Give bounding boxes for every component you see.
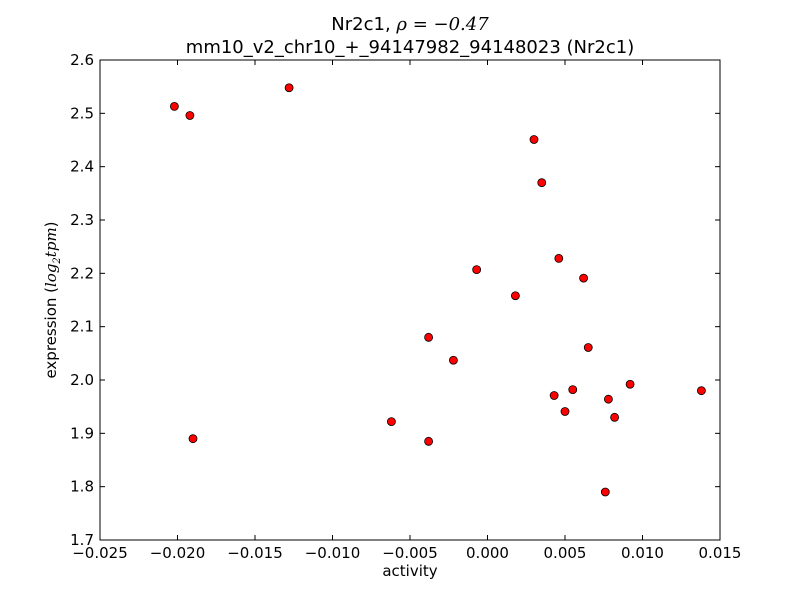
data-point (554, 253, 564, 263)
data-point (448, 355, 458, 365)
data-point (697, 386, 706, 396)
x-axis-ticks: −0.025 −0.020 −0.015 −0.010 −0.005 0.000 0.005… (72, 60, 741, 562)
data-point (625, 379, 635, 389)
x-tick-label: 0.005 (544, 544, 587, 562)
data-point (600, 487, 610, 497)
data-point (386, 417, 396, 427)
y-axis-label: expression (log2tpm) (42, 221, 63, 378)
data-point (610, 412, 619, 422)
data-point (424, 436, 434, 446)
data-point (185, 111, 195, 120)
data-point (529, 135, 539, 144)
y-tick-label: 2.6 (70, 51, 94, 69)
x-tick-label: −0.015 (227, 544, 283, 562)
data-points (169, 83, 706, 497)
y-tick-label: 1.9 (70, 424, 94, 442)
data-point (284, 83, 294, 93)
data-point (188, 434, 198, 444)
y-tick-label: 2.3 (70, 211, 94, 229)
x-tick-label: −0.005 (382, 544, 438, 562)
data-point (568, 385, 578, 395)
y-tick-label: 1.8 (70, 478, 94, 496)
y-tick-label: 2.2 (70, 264, 94, 282)
x-tick-label: 0.000 (466, 544, 509, 562)
y-tick-label: 1.7 (70, 531, 94, 549)
y-tick-label: 2.4 (70, 158, 94, 176)
data-point (472, 265, 482, 275)
y-tick-label: 2.1 (70, 318, 94, 336)
data-point (424, 332, 434, 342)
chart-title: Nr2c1, ρ = −0.47 mm10_v2_chr10_+_9414798… (186, 14, 634, 58)
x-tick-label: 0.010 (621, 544, 664, 562)
data-point (169, 102, 179, 111)
x-tick-label: −0.025 (72, 544, 128, 562)
chart-title-line1: Nr2c1, ρ = −0.47 (331, 14, 489, 35)
y-axis-ticks: 1.7 1.8 1.9 2.0 2.1 2.2 2.3 2.4 2.5 2.6 (70, 51, 720, 549)
x-tick-label: −0.010 (305, 544, 361, 562)
y-tick-label: 2.5 (70, 104, 94, 122)
x-tick-label: 0.015 (699, 544, 742, 562)
data-point (579, 273, 588, 283)
data-point (549, 391, 559, 400)
data-point (604, 394, 613, 404)
x-tick-label: −0.020 (150, 544, 206, 562)
x-axis-label: activity (382, 562, 437, 580)
data-point (511, 291, 520, 301)
data-point (537, 178, 547, 188)
y-tick-label: 2.0 (70, 371, 94, 389)
data-point (583, 343, 593, 352)
chart-title-line2: mm10_v2_chr10_+_94147982_94148023 (Nr2c1… (186, 37, 634, 58)
plot-frame (99, 59, 721, 541)
data-point (560, 407, 570, 416)
